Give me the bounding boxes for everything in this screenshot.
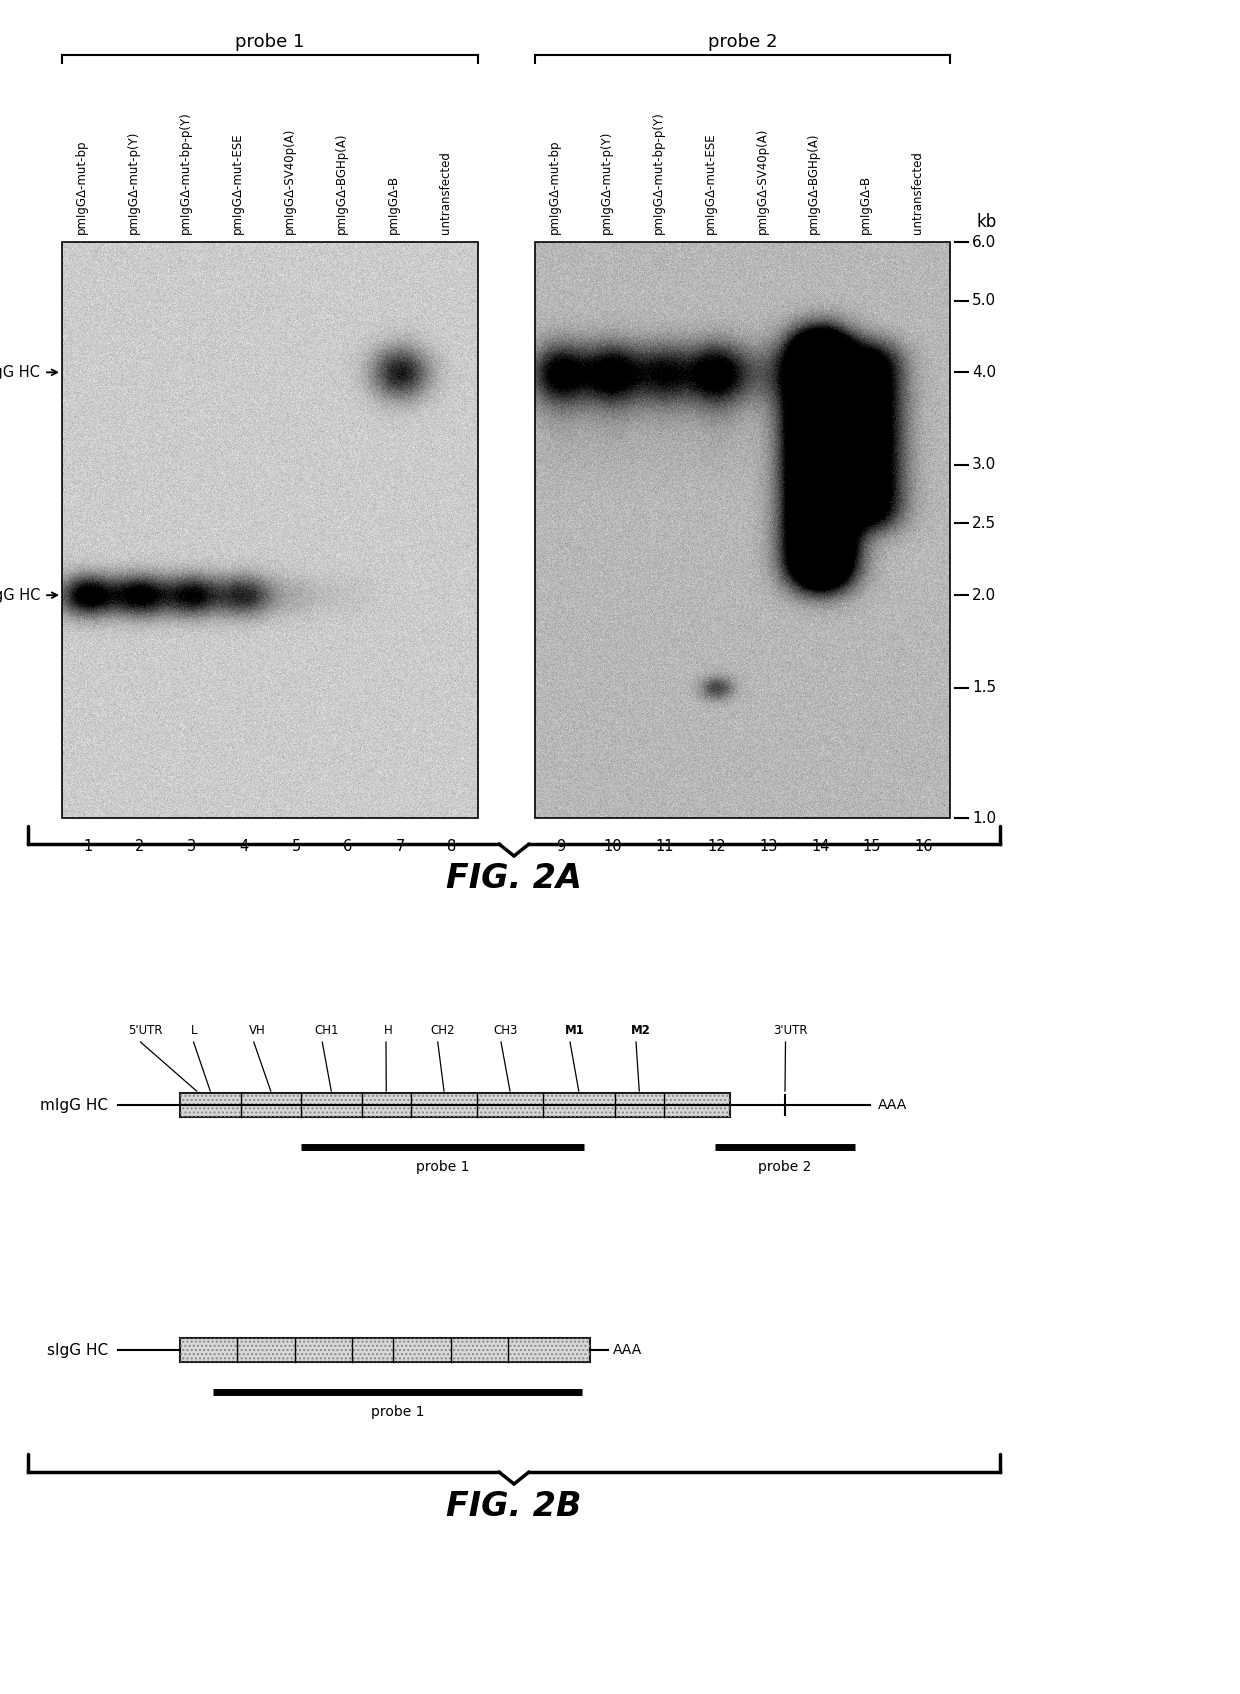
Text: mIgG HC: mIgG HC	[40, 1098, 108, 1113]
Text: 2.5: 2.5	[972, 517, 996, 530]
Text: pmIgGΔ-mut-p(Y): pmIgGΔ-mut-p(Y)	[126, 130, 140, 234]
Text: pmIgGΔ-BGHp(A): pmIgGΔ-BGHp(A)	[335, 132, 348, 234]
Text: 12: 12	[707, 839, 725, 854]
Text: 13: 13	[759, 839, 777, 854]
Bar	[180, 1093, 730, 1116]
Text: probe 2: probe 2	[759, 1160, 812, 1174]
Bar	[534, 242, 950, 818]
Text: 4.0: 4.0	[972, 364, 996, 379]
Text: 16: 16	[915, 839, 934, 854]
Text: 6.0: 6.0	[972, 234, 996, 249]
Text: probe 1: probe 1	[371, 1404, 424, 1420]
Text: 1: 1	[83, 839, 93, 854]
Text: FIG. 2A: FIG. 2A	[446, 862, 582, 894]
Bar	[62, 242, 477, 818]
Text: mIgG HC: mIgG HC	[0, 364, 40, 379]
Text: VH: VH	[249, 1023, 265, 1037]
Text: AAA: AAA	[878, 1098, 908, 1111]
Text: probe 1: probe 1	[236, 32, 305, 51]
Text: AAA: AAA	[613, 1343, 642, 1357]
Text: M2: M2	[631, 1023, 651, 1037]
Text: 5.0: 5.0	[972, 293, 996, 308]
Text: FIG. 2B: FIG. 2B	[446, 1489, 582, 1523]
Text: 14: 14	[811, 839, 830, 854]
Text: 1.5: 1.5	[972, 681, 996, 695]
Text: pmIgGΔ-mut-ESE: pmIgGΔ-mut-ESE	[231, 132, 244, 234]
Text: 9: 9	[557, 839, 565, 854]
Text: CH3: CH3	[494, 1023, 518, 1037]
Text: 8: 8	[448, 839, 456, 854]
Text: 2.0: 2.0	[972, 588, 996, 603]
Text: pmIgGΔ-mut-bp: pmIgGΔ-mut-bp	[74, 139, 88, 234]
Text: pmIgGΔ-B: pmIgGΔ-B	[387, 174, 401, 234]
Text: untransfected: untransfected	[911, 151, 924, 234]
Bar	[180, 1338, 590, 1362]
Text: 3.0: 3.0	[972, 457, 996, 473]
Text: 4: 4	[239, 839, 249, 854]
Text: pmIgGΔ-mut-bp-p(Y): pmIgGΔ-mut-bp-p(Y)	[179, 112, 192, 234]
Text: untransfected: untransfected	[439, 151, 453, 234]
Text: 5'UTR: 5'UTR	[128, 1023, 162, 1037]
Text: probe 2: probe 2	[708, 32, 777, 51]
Text: pmIgGΔ-mut-ESE: pmIgGΔ-mut-ESE	[703, 132, 717, 234]
Text: 3'UTR: 3'UTR	[773, 1023, 807, 1037]
Text: 3: 3	[187, 839, 197, 854]
Text: kb: kb	[977, 213, 997, 230]
Text: 11: 11	[656, 839, 673, 854]
Text: pmIgGΔ-mut-bp: pmIgGΔ-mut-bp	[548, 139, 560, 234]
Text: pmIgGΔ-SV40p(A): pmIgGΔ-SV40p(A)	[755, 127, 769, 234]
Bar	[180, 1093, 730, 1116]
Bar	[180, 1338, 590, 1362]
Text: sIgG HC: sIgG HC	[0, 588, 40, 603]
Text: pmIgGΔ-mut-bp-p(Y): pmIgGΔ-mut-bp-p(Y)	[652, 112, 665, 234]
Text: 15: 15	[863, 839, 882, 854]
Text: 5: 5	[291, 839, 300, 854]
Text: pmIgGΔ-B: pmIgGΔ-B	[859, 174, 872, 234]
Text: pmIgGΔ-BGHp(A): pmIgGΔ-BGHp(A)	[807, 132, 821, 234]
Text: 10: 10	[604, 839, 622, 854]
Text: H: H	[383, 1023, 392, 1037]
Text: 2: 2	[135, 839, 145, 854]
Text: 7: 7	[396, 839, 404, 854]
Text: CH2: CH2	[430, 1023, 455, 1037]
Text: M1: M1	[565, 1023, 585, 1037]
Text: 1.0: 1.0	[972, 810, 996, 825]
Text: pmIgGΔ-SV40p(A): pmIgGΔ-SV40p(A)	[283, 127, 296, 234]
Text: 6: 6	[343, 839, 352, 854]
Text: probe 1: probe 1	[415, 1160, 470, 1174]
Text: pmIgGΔ-mut-p(Y): pmIgGΔ-mut-p(Y)	[600, 130, 613, 234]
Text: sIgG HC: sIgG HC	[47, 1343, 108, 1357]
Text: CH1: CH1	[315, 1023, 340, 1037]
Text: L: L	[191, 1023, 197, 1037]
